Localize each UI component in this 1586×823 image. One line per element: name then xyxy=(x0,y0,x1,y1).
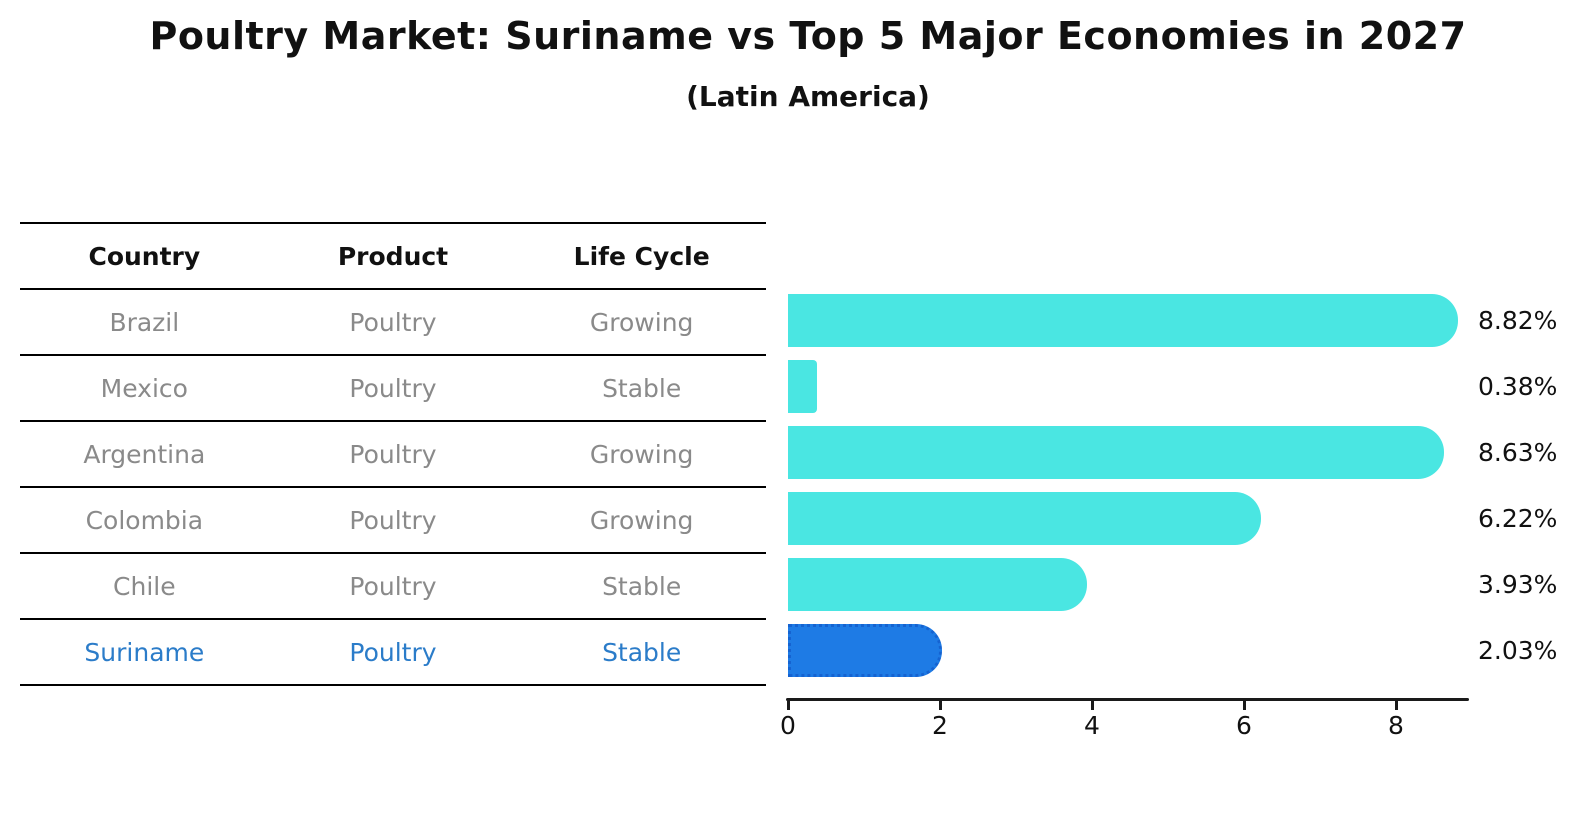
table-row-colombia: Colombia Poultry Growing xyxy=(20,488,766,554)
x-tick-mark-8 xyxy=(1395,701,1398,710)
table-row-mexico: Mexico Poultry Stable xyxy=(20,356,766,422)
cell-product: Poultry xyxy=(349,307,437,337)
cell-country: Argentina xyxy=(83,439,206,469)
bar-colombia xyxy=(788,492,1261,545)
x-tick-mark-4 xyxy=(1091,701,1094,710)
cell-lifecycle: Growing xyxy=(589,505,694,535)
bar-value-label-brazil: 8.82% xyxy=(1478,306,1558,335)
table-header-row: Country Product Life Cycle xyxy=(20,224,766,290)
x-tick-label-2: 2 xyxy=(932,711,948,740)
cell-lifecycle: Stable xyxy=(602,571,682,601)
bar-value-label-colombia: 6.22% xyxy=(1478,504,1558,533)
cell-product: Poultry xyxy=(349,439,437,469)
cell-lifecycle: Stable xyxy=(602,373,682,403)
cell-country: Chile xyxy=(113,571,176,601)
cell-country: Brazil xyxy=(109,307,180,337)
x-tick-label-8: 8 xyxy=(1388,711,1404,740)
bar-suriname xyxy=(788,624,942,677)
chart-title: Poultry Market: Suriname vs Top 5 Major … xyxy=(149,14,1467,58)
cell-country: Suriname xyxy=(84,637,205,667)
bar-value-label-suriname: 2.03% xyxy=(1478,636,1558,665)
x-tick-mark-2 xyxy=(939,701,942,710)
column-header-country: Country xyxy=(88,241,201,271)
cell-product: Poultry xyxy=(349,637,437,667)
table-row-argentina: Argentina Poultry Growing xyxy=(20,422,766,488)
bar-value-label-mexico: 0.38% xyxy=(1478,372,1558,401)
bar-chile xyxy=(788,558,1087,611)
table-body: Brazil Poultry Growing Mexico Poultry Stable A… xyxy=(20,290,766,686)
chart-subtitle: (Latin America) xyxy=(686,80,930,113)
cell-product: Poultry xyxy=(349,571,437,601)
column-header-product: Product xyxy=(337,241,449,271)
x-tick-mark-6 xyxy=(1243,701,1246,710)
column-header-lifecycle: Life Cycle xyxy=(573,241,710,271)
bar-brazil xyxy=(788,294,1458,347)
x-axis-line xyxy=(786,698,1469,701)
cell-country: Colombia xyxy=(85,505,204,535)
x-tick-label-4: 4 xyxy=(1084,711,1100,740)
x-tick-mark-0 xyxy=(787,701,790,710)
table-row-brazil: Brazil Poultry Growing xyxy=(20,290,766,356)
bar-value-label-argentina: 8.63% xyxy=(1478,438,1558,467)
table-row-chile: Chile Poultry Stable xyxy=(20,554,766,620)
table-row-suriname: Suriname Poultry Stable xyxy=(20,620,766,686)
bar-mexico xyxy=(788,360,817,413)
cell-product: Poultry xyxy=(349,505,437,535)
cell-country: Mexico xyxy=(100,373,188,403)
country-info-table: Country Product Life Cycle Brazil Poultry… xyxy=(20,222,766,686)
cell-lifecycle: Growing xyxy=(589,307,694,337)
bar-argentina xyxy=(788,426,1444,479)
bar-value-label-chile: 3.93% xyxy=(1478,570,1558,599)
x-tick-label-0: 0 xyxy=(780,711,796,740)
cell-lifecycle: Growing xyxy=(589,439,694,469)
cell-lifecycle: Stable xyxy=(602,637,682,667)
cell-product: Poultry xyxy=(349,373,437,403)
x-tick-label-6: 6 xyxy=(1236,711,1252,740)
